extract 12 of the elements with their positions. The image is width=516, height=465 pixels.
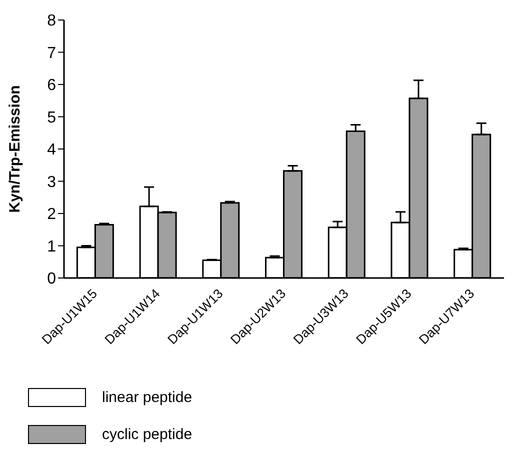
y-tick-label: 1 — [47, 238, 56, 256]
y-tick-label: 0 — [47, 270, 56, 288]
legend-label: cyclic peptide — [102, 426, 192, 443]
y-tick-label: 7 — [47, 44, 56, 62]
y-tick-label: 6 — [47, 77, 56, 94]
y-tick-label: 4 — [47, 142, 56, 159]
y-tick-label: 2 — [47, 206, 56, 224]
y-tick-label: 8 — [47, 12, 56, 30]
legend-label: linear peptide — [102, 389, 192, 406]
y-tick-label: 3 — [47, 174, 56, 191]
y-axis-title: Kyn/Trp-Emission — [6, 85, 24, 213]
y-tick-label: 5 — [47, 109, 56, 126]
